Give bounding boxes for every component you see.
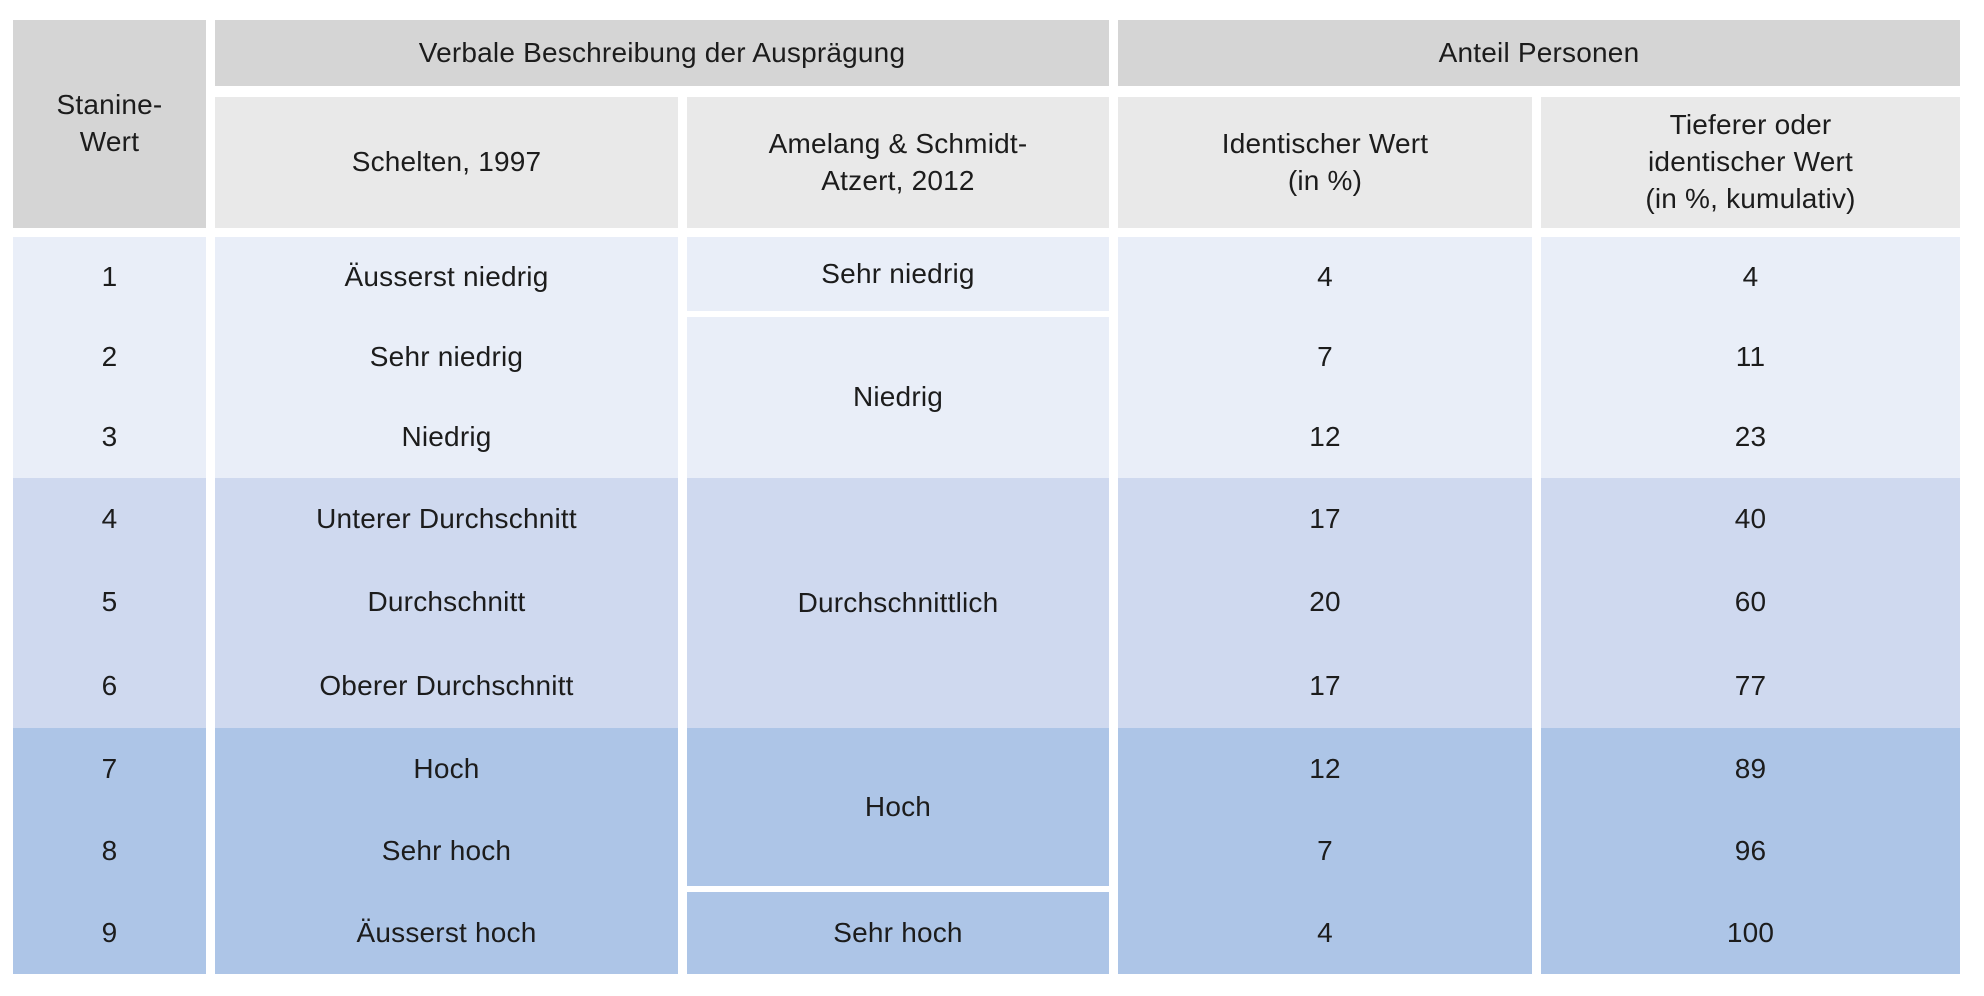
cumulative-percent-cell: 77: [1541, 644, 1960, 728]
amelang-label-cell: Sehr niedrig: [687, 237, 1109, 317]
identical-percent-cell: 4: [1118, 892, 1532, 974]
header-group-verbal-description: Verbale Beschreibung der Ausprägung: [215, 20, 1109, 86]
amelang-label-cell: Durchschnittlich: [687, 478, 1109, 728]
header-cell-stanine: Stanine- Wert: [13, 20, 206, 228]
stanine-value-cell: 2: [13, 317, 206, 397]
header-cell-schelten: Schelten, 1997: [215, 97, 678, 228]
cumulative-percent-cell: 60: [1541, 561, 1960, 644]
schelten-label-cell: Niedrig: [215, 397, 678, 478]
schelten-label-cell: Oberer Durchschnitt: [215, 644, 678, 728]
identical-percent-cell: 12: [1118, 728, 1532, 810]
cumulative-percent-cell: 4: [1541, 237, 1960, 317]
stanine-value-cell: 5: [13, 561, 206, 644]
amelang-label-cell: Sehr hoch: [687, 892, 1109, 974]
identical-percent-cell: 17: [1118, 478, 1532, 561]
cumulative-percent-cell: 23: [1541, 397, 1960, 478]
identical-percent-cell: 20: [1118, 561, 1532, 644]
header-cell-cumulative-percent: Tieferer oder identischer Wert (in %, ku…: [1541, 97, 1960, 228]
identical-percent-cell: 4: [1118, 237, 1532, 317]
identical-percent-cell: 12: [1118, 397, 1532, 478]
identical-percent-cell: 7: [1118, 317, 1532, 397]
cumulative-percent-cell: 96: [1541, 810, 1960, 892]
header-group-anteil-personen: Anteil Personen: [1118, 20, 1960, 86]
stanine-value-cell: 8: [13, 810, 206, 892]
stanine-table: Stanine- Wert Verbale Beschreibung der A…: [13, 20, 1960, 974]
stanine-value-cell: 9: [13, 892, 206, 974]
identical-percent-cell: 17: [1118, 644, 1532, 728]
schelten-label-cell: Unterer Durchschnitt: [215, 478, 678, 561]
header-cell-amelang: Amelang & Schmidt- Atzert, 2012: [687, 97, 1109, 228]
schelten-label-cell: Sehr hoch: [215, 810, 678, 892]
amelang-label-cell: Niedrig: [687, 317, 1109, 478]
identical-percent-cell: 7: [1118, 810, 1532, 892]
amelang-label-cell: Hoch: [687, 728, 1109, 892]
schelten-label-cell: Äusserst niedrig: [215, 237, 678, 317]
schelten-label-cell: Sehr niedrig: [215, 317, 678, 397]
header-cell-identical-percent: Identischer Wert (in %): [1118, 97, 1532, 228]
stanine-value-cell: 7: [13, 728, 206, 810]
stanine-value-cell: 3: [13, 397, 206, 478]
stanine-value-cell: 6: [13, 644, 206, 728]
cumulative-percent-cell: 11: [1541, 317, 1960, 397]
stanine-value-cell: 1: [13, 237, 206, 317]
cumulative-percent-cell: 100: [1541, 892, 1960, 974]
schelten-label-cell: Hoch: [215, 728, 678, 810]
cumulative-percent-cell: 40: [1541, 478, 1960, 561]
schelten-label-cell: Äusserst hoch: [215, 892, 678, 974]
cumulative-percent-cell: 89: [1541, 728, 1960, 810]
schelten-label-cell: Durchschnitt: [215, 561, 678, 644]
stanine-value-cell: 4: [13, 478, 206, 561]
